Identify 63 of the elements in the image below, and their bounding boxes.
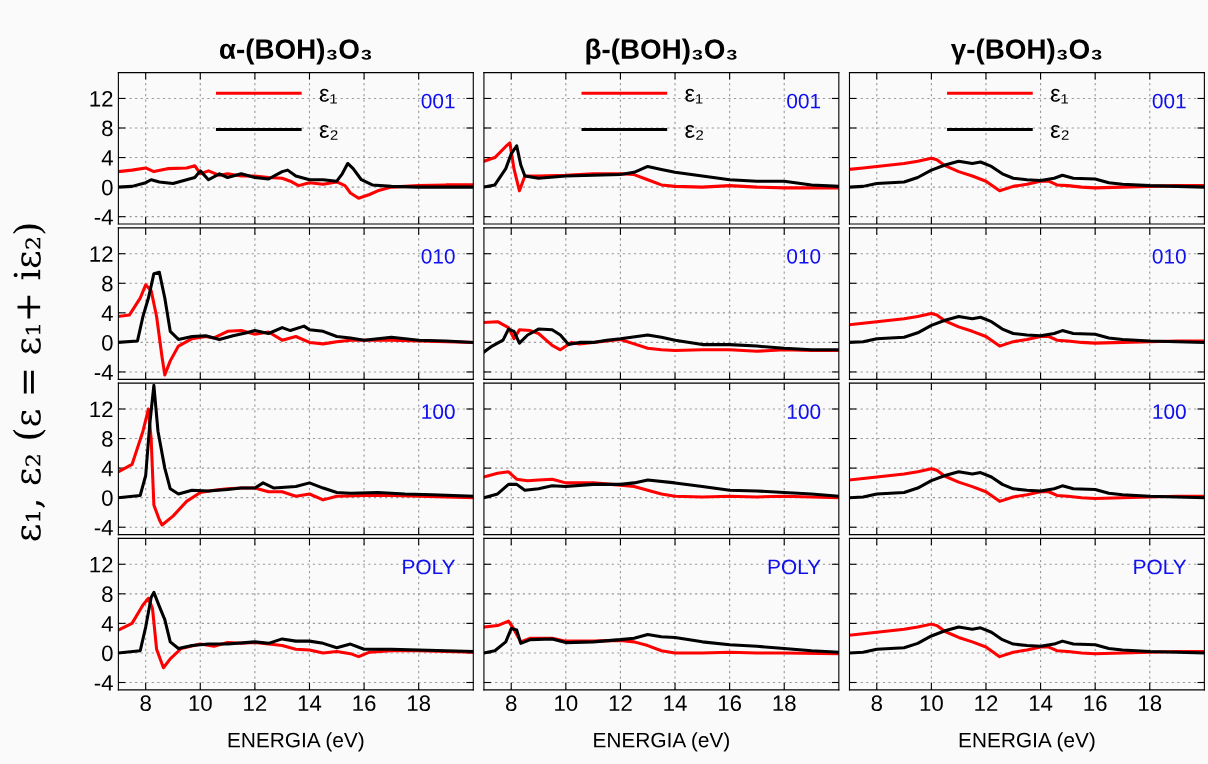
x-tick-label: 16 [718,695,742,712]
x-axis-title: ENERGIA (eV) [594,732,729,752]
y-tick-label: 0 [102,645,113,662]
y-tick-label: 4 [101,305,113,321]
legend-label: ε₁ [319,88,337,104]
x-tick-label: 10 [189,695,212,712]
legend-label: ε₁ [1050,88,1068,104]
y-tick-label: 4 [101,460,113,477]
x-tick-label: 12 [244,695,267,711]
chart-title: β-(BOH)₃O₃ [586,38,737,65]
x-tick-label: 18 [773,695,796,712]
y-tick-label: 12 [90,90,113,107]
y-tick-label: 12 [90,401,113,418]
x-tick-label: 14 [298,695,322,711]
y-tick-label: 12 [90,246,113,262]
legend-label: ε₂ [1050,124,1069,140]
legend-label: ε₁ [685,88,703,104]
x-tick-label: 10 [555,695,578,712]
x-tick-label: 10 [920,695,943,712]
y-tick-label: -4 [94,519,113,536]
y-tick-label: -4 [94,675,113,691]
y-tick-label: 8 [102,120,113,137]
y-tick-label: 0 [102,334,113,351]
x-tick-label: 12 [609,695,632,711]
x-tick-label: 16 [1084,695,1107,712]
annotation: 001 [421,93,455,109]
y-tick-label: 0 [102,490,113,506]
y-tick-label: 4 [101,616,113,632]
legend-label: ε₂ [685,124,704,140]
y-tick-label: 8 [102,586,113,603]
annotation: 001 [787,93,821,109]
annotation: 010 [421,248,455,264]
annotation: 010 [787,248,821,264]
chart-title: α-(BOH)₃O₃ [220,38,372,65]
annotation: POLY [768,559,821,575]
y-tick-label: 8 [102,431,113,447]
x-tick-label: 18 [1139,695,1162,712]
y-tick-label: 4 [101,150,113,166]
x-axis-title: ENERGIA (eV) [959,732,1095,752]
x-tick-label: 18 [408,695,431,712]
y-tick-label: 0 [102,179,113,196]
annotation: 001 [1152,93,1186,109]
x-tick-label: 8 [140,695,151,712]
y-tick-label: 12 [90,556,113,573]
x-tick-label: 12 [975,695,998,711]
y-tick-label: -4 [94,209,113,225]
x-tick-label: 14 [1029,695,1053,711]
x-tick-label: 8 [871,695,882,712]
x-axis-title: ENERGIA (eV) [228,732,364,752]
y-tick-label: 8 [102,275,113,292]
chart-title: γ-(BOH)₃O₃ [950,38,1102,65]
x-tick-label: 16 [353,695,376,712]
annotation: 100 [422,404,455,420]
annotation: POLY [403,559,456,575]
y-axis-title: ε₁, ε₂ (ε = ε₁+ iε₂) [12,224,46,541]
x-tick-label: 8 [506,695,517,712]
legend-label: ε₂ [319,124,338,140]
annotation: 010 [1152,248,1186,264]
annotation: 100 [787,404,821,420]
annotation: POLY [1134,559,1187,575]
annotation: 100 [1153,404,1186,420]
y-tick-label: -4 [94,364,113,380]
x-tick-label: 14 [664,695,687,711]
